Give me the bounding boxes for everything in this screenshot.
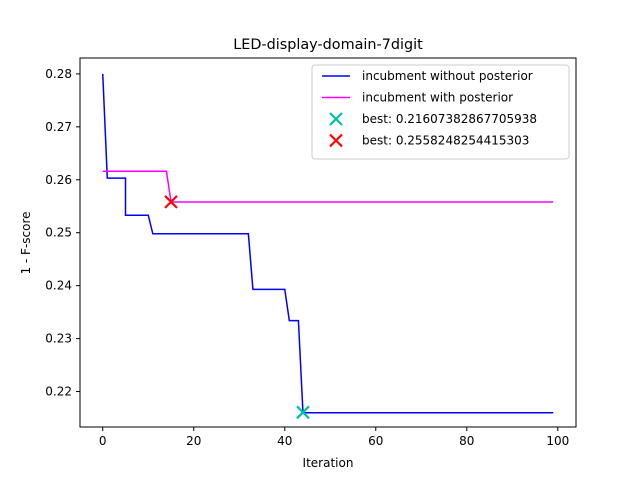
y-axis-label: 1 - F-score — [19, 211, 33, 274]
x-tick-label: 20 — [186, 434, 201, 448]
series-layer — [102, 73, 554, 420]
legend-marker-swatch — [329, 133, 343, 148]
x-axis-label: Iteration — [303, 456, 354, 470]
y-tick-label: 0.22 — [45, 385, 72, 399]
legend-entry: incubment with posterior — [322, 91, 513, 105]
x-axis-ticks: 0 20 40 60 80 100 — [99, 427, 569, 448]
series-line-1 — [102, 170, 554, 203]
y-tick-label: 0.28 — [45, 67, 72, 81]
legend-label: best: 0.2558248254415303 — [362, 134, 529, 148]
y-tick-label: 0.25 — [45, 226, 72, 240]
series-line-0 — [102, 73, 554, 414]
plot-area — [79, 57, 577, 428]
legend-entry: best: 0.21607382867705938 — [329, 112, 537, 126]
legend-marker-swatch — [329, 112, 343, 126]
chart-title: LED-display-domain-7digit — [233, 37, 423, 53]
legend-label: best: 0.21607382867705938 — [362, 112, 537, 126]
y-tick-label: 0.27 — [45, 120, 72, 134]
y-tick-label: 0.23 — [45, 332, 72, 346]
y-tick-label: 0.26 — [45, 173, 72, 187]
plot-frame — [79, 57, 577, 428]
best-marker-2 — [296, 405, 310, 420]
legend-label: incubment without posterior — [362, 69, 533, 83]
legend-entry: best: 0.2558248254415303 — [329, 133, 529, 148]
x-tick-label: 60 — [368, 434, 383, 448]
legend-entry: incubment without posterior — [322, 69, 533, 83]
legend-box — [311, 64, 570, 160]
legend-label: incubment with posterior — [362, 91, 513, 105]
x-tick-label: 80 — [459, 434, 474, 448]
y-tick-label: 0.24 — [45, 279, 72, 293]
marker-stroke — [296, 405, 310, 420]
best-marker-3 — [164, 195, 178, 209]
marker-stroke — [164, 195, 178, 209]
x-tick-label: 0 — [99, 434, 107, 448]
legend: incubment without posterior incubment wit… — [311, 64, 570, 160]
y-axis-ticks: 0.22 0.23 0.24 0.25 0.26 0.27 0.28 — [45, 67, 80, 399]
x-tick-label: 40 — [277, 434, 292, 448]
x-tick-label: 100 — [546, 434, 569, 448]
